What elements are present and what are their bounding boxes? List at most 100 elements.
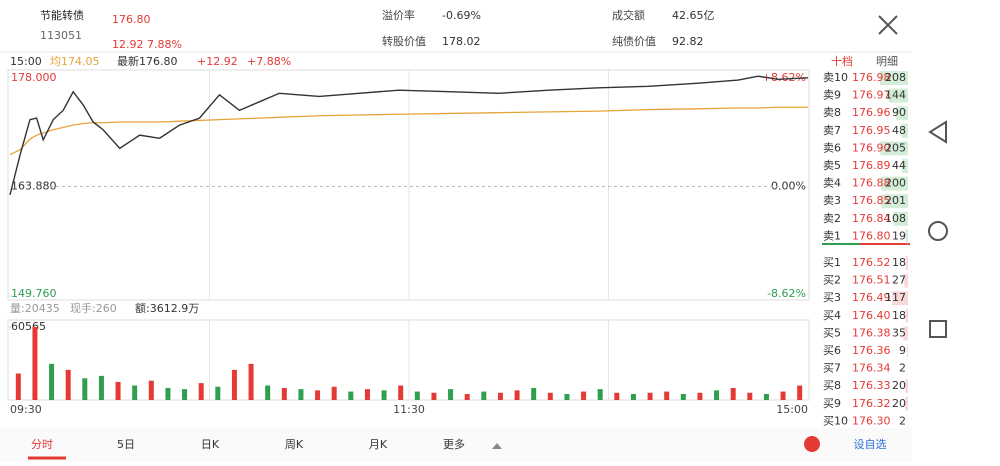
book-label: 卖10 [823,71,848,84]
volume-bar [781,392,786,400]
info-text: +12.92 [197,55,238,68]
volume-bar [315,390,320,400]
volume-bar [431,393,436,400]
book-tab[interactable]: 明细 [876,55,898,68]
stat-value: 92.82 [672,35,704,48]
volume-bar [498,393,503,400]
volume-bar [265,386,270,400]
stat-value: 178.02 [442,35,481,48]
volume-bar [348,392,353,400]
volume-bar [564,394,569,400]
volume-bar [614,393,619,400]
book-volume: 18 [892,309,906,322]
volume-bar [149,381,154,400]
book-price: 176.51 [852,274,891,287]
info-text: 均174.05 [50,55,100,68]
stat-label: 溢价率 [382,8,415,22]
tab[interactable]: 5日 [117,438,135,451]
book-label: 卖9 [823,89,841,102]
stat-label: 纯债价值 [612,34,656,48]
book-volume: 2 [899,362,906,375]
book-volume: 20 [892,397,906,410]
book-label: 卖3 [823,194,841,207]
book-price: 176.30 [852,414,891,427]
change: 12.92 7.88% [112,38,182,51]
volume-bar [116,382,121,400]
volume-bar [515,390,520,400]
tab[interactable]: 周K [285,438,304,451]
book-price: 176.40 [852,309,891,322]
y-tick-label: 163.880 [11,180,57,193]
volume-info: 量:20435 [10,302,60,315]
book-label: 买6 [823,344,841,357]
book-volume: 90 [892,106,906,119]
volume-bar [99,376,104,400]
watch-button[interactable]: 设自选 [854,438,887,451]
volume-bar [16,373,21,400]
book-volume: 201 [885,194,906,207]
volume-bar [797,386,802,400]
book-label: 卖1 [823,229,841,242]
stock-code: 113051 [40,29,82,42]
volume-bar [165,388,170,400]
tab[interactable]: 分时 [31,438,53,451]
book-price: 176.95 [852,124,891,137]
book-tab[interactable]: 十档 [831,54,853,68]
x-tick-label: 15:00 [776,403,808,416]
volume-bar [531,388,536,400]
book-price: 176.52 [852,256,891,269]
book-label: 卖2 [823,212,841,225]
stock-name: 节能转债 [40,8,84,22]
volume-bar [481,392,486,400]
book-volume: 144 [885,89,906,102]
book-label: 卖8 [823,106,841,119]
info-text: +7.88% [247,55,291,68]
volume-bar [648,393,653,400]
book-price: 176.32 [852,397,891,410]
y-tick-label: 149.760 [11,287,57,300]
book-label: 买5 [823,326,841,339]
volume-bar [398,386,403,400]
book-label: 买8 [823,379,841,392]
volume-bar [332,387,337,400]
book-label: 买1 [823,256,841,269]
volume-bar [697,393,702,400]
volume-bar [365,389,370,400]
book-price: 176.96 [852,106,891,119]
tab[interactable]: 更多 [443,437,465,451]
book-label: 买2 [823,274,841,287]
tab[interactable]: 月K [369,438,388,451]
volume-bar [49,364,54,400]
tab[interactable]: 日K [201,438,220,451]
book-price: 176.89 [852,159,891,172]
book-volume: 18 [892,256,906,269]
book-volume-bar [907,344,908,358]
x-tick-label: 09:30 [10,403,42,416]
volume-bar [631,394,636,400]
y-right-label: -8.62% [767,287,806,300]
volume-bar [82,378,87,400]
book-volume: 117 [885,291,906,304]
volume-info: 现手:260 [70,301,117,315]
watch-icon [804,436,820,452]
book-price: 176.38 [852,326,891,339]
volume-bar [448,389,453,400]
volume-bar [548,393,553,400]
book-label: 买3 [823,291,841,304]
volume-bar [182,389,187,400]
book-label: 买9 [823,397,841,410]
book-price: 176.80 [852,229,891,242]
volume-info: 额:3612.9万 [135,302,199,315]
stat-value: -0.69% [442,9,481,22]
volume-bar [282,388,287,400]
volume-bar [714,390,719,400]
volume-bar [215,387,220,400]
book-volume: 35 [892,326,906,339]
volume-bar [415,392,420,400]
x-tick-label: 11:30 [393,403,425,416]
volume-bar [32,327,37,400]
volume-bar [199,383,204,400]
volume-bar [382,390,387,400]
